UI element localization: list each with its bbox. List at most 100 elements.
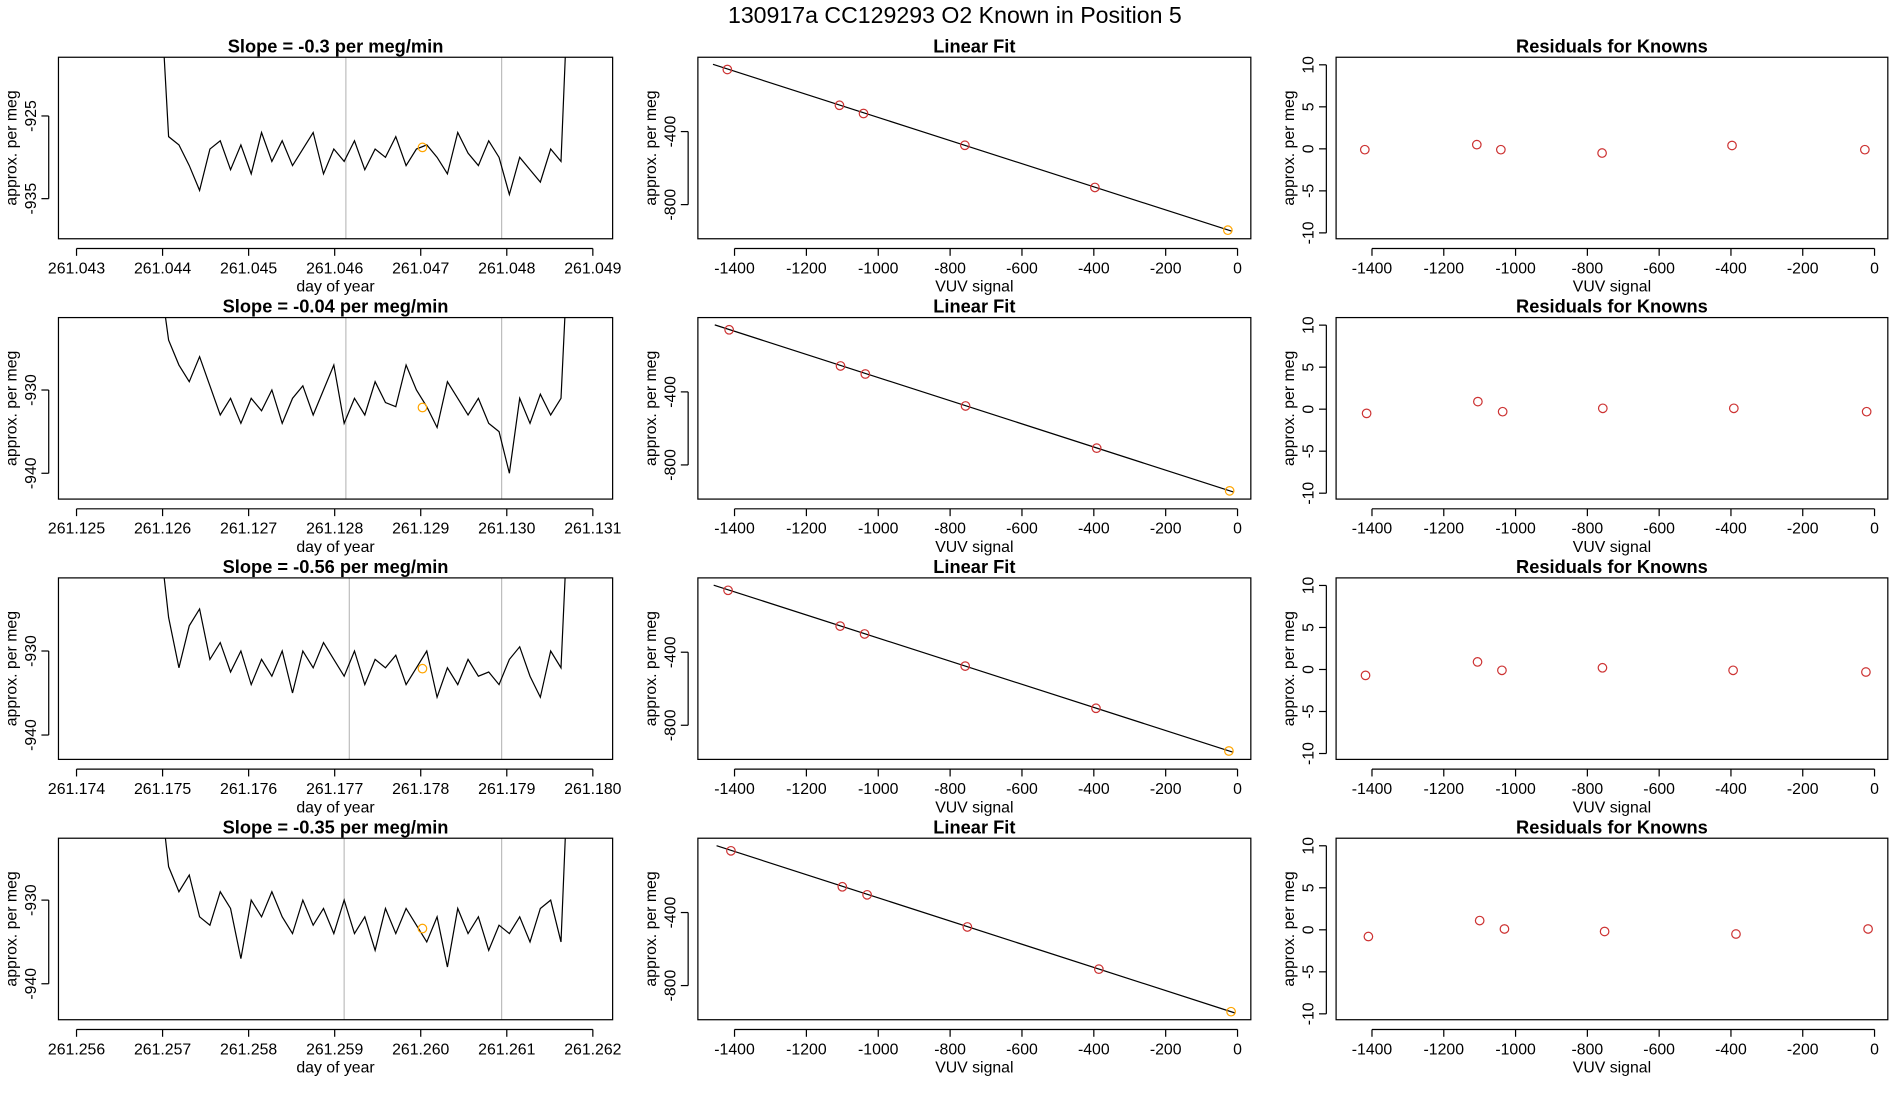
y-tick-label: -800 <box>662 189 679 221</box>
x-tick-label: -1200 <box>786 1041 827 1058</box>
y-tick-label: 10 <box>1300 837 1317 855</box>
panel-title: Residuals for Knowns <box>1516 556 1708 577</box>
point <box>1224 485 1235 496</box>
point <box>724 324 735 335</box>
x-tick-label: -1200 <box>786 521 827 538</box>
y-tick-label: -940 <box>23 457 40 489</box>
plot-box <box>1335 837 1889 1021</box>
x-tick-label: 261.177 <box>306 781 363 798</box>
point <box>1597 148 1607 158</box>
plot-area <box>163 577 566 760</box>
plot-box <box>57 56 614 240</box>
x-tick-label: -1200 <box>786 260 827 277</box>
x-tick-label: 0 <box>1233 260 1242 277</box>
y-tick-label: -400 <box>662 116 679 148</box>
y-tick-label: 5 <box>1300 102 1317 111</box>
x-tick-label: 261.180 <box>564 781 621 798</box>
x-tick-label: 261.043 <box>48 260 105 277</box>
point <box>960 401 971 411</box>
y-tick-label: -5 <box>1300 704 1317 718</box>
x-tick-label: -1000 <box>1495 781 1536 798</box>
point <box>1728 665 1738 676</box>
plot-box <box>697 837 1252 1021</box>
point <box>835 621 846 631</box>
x-tick-label: -1000 <box>858 521 899 538</box>
x-tick-label: -600 <box>1006 1041 1038 1058</box>
x-tick-label: -200 <box>1150 1041 1182 1058</box>
x-tick-label: -400 <box>1078 521 1110 538</box>
x-tick-label: -1000 <box>1495 1041 1536 1058</box>
x-tick-label: -1000 <box>1495 260 1536 277</box>
y-tick-label: -935 <box>23 183 40 215</box>
x-tick-label: -1200 <box>1424 781 1465 798</box>
x-axis-label: VUV signal <box>935 799 1013 816</box>
point <box>1472 657 1483 667</box>
x-tick-label: -600 <box>1643 781 1675 798</box>
x-tick-label: 261.262 <box>564 1041 621 1058</box>
plot-box <box>57 577 614 761</box>
plot-area <box>1359 139 1870 158</box>
x-tick-label: 261.045 <box>220 260 277 277</box>
x-tick-label: -1000 <box>858 260 899 277</box>
page-title: 130917a CC129293 O2 Known in Position 5 <box>728 2 1182 28</box>
x-tick-label: 0 <box>1233 781 1242 798</box>
x-tick-label: 261.261 <box>478 1041 535 1058</box>
x-tick-label: 261.259 <box>306 1041 363 1058</box>
y-tick-label: -10 <box>1300 1002 1317 1025</box>
x-axis-label: VUV signal <box>935 1060 1013 1077</box>
point <box>1599 926 1610 937</box>
point <box>1859 144 1870 155</box>
x-axis-label: VUV signal <box>1573 539 1651 556</box>
x-tick-label: -1000 <box>858 781 899 798</box>
point <box>1597 662 1608 673</box>
fit-line <box>716 845 1235 1014</box>
x-tick-label: 261.260 <box>392 1041 449 1058</box>
x-tick-label: -600 <box>1006 781 1038 798</box>
x-tick-label: 261.126 <box>134 521 191 538</box>
point <box>1499 924 1510 934</box>
x-tick-label: 0 <box>1870 521 1879 538</box>
point <box>1861 667 1871 677</box>
y-tick-label: -5 <box>1300 965 1317 979</box>
x-tick-label: 261.049 <box>564 260 621 277</box>
y-tick-label: -400 <box>662 897 679 929</box>
y-tick-label: -800 <box>662 449 679 481</box>
plot-area <box>163 57 566 239</box>
point <box>722 64 733 75</box>
x-tick-label: -800 <box>934 1041 966 1058</box>
y-axis-label: approx. per meg <box>1281 871 1298 986</box>
y-axis-label: approx. per meg <box>643 90 660 205</box>
x-tick-label: -400 <box>1078 260 1110 277</box>
y-tick-label: -800 <box>662 970 679 1002</box>
plot-box <box>1335 56 1889 240</box>
x-tick-label: 261.174 <box>48 781 105 798</box>
y-axis-label: approx. per meg <box>3 871 20 986</box>
y-tick-label: 10 <box>1300 576 1317 594</box>
x-tick-label: 261.256 <box>48 1041 105 1058</box>
panel-title: Slope = -0.56 per meg/min <box>223 556 449 577</box>
panel-title: Residuals for Knowns <box>1516 35 1708 56</box>
point <box>1091 443 1102 454</box>
x-tick-label: 261.044 <box>134 260 191 277</box>
point <box>1861 406 1872 417</box>
x-tick-label: 261.129 <box>392 521 449 538</box>
plot-box <box>57 837 614 1021</box>
panel-title: Slope = -0.35 per meg/min <box>223 816 449 837</box>
point <box>1497 665 1507 676</box>
x-tick-label: 261.257 <box>134 1041 191 1058</box>
x-axis-label: day of year <box>296 799 375 816</box>
point <box>1090 182 1100 193</box>
x-axis-label: VUV signal <box>1573 799 1651 816</box>
x-tick-label: -1200 <box>1424 1041 1465 1058</box>
point <box>1224 746 1234 756</box>
point <box>1363 931 1374 942</box>
point <box>723 585 733 596</box>
y-tick-label: -10 <box>1300 742 1317 765</box>
point <box>1474 915 1485 926</box>
x-tick-label: -1400 <box>1352 1041 1393 1058</box>
x-tick-label: -1400 <box>1352 260 1393 277</box>
y-axis-label: approx. per meg <box>1281 611 1298 726</box>
y-tick-label: 0 <box>1300 665 1317 674</box>
